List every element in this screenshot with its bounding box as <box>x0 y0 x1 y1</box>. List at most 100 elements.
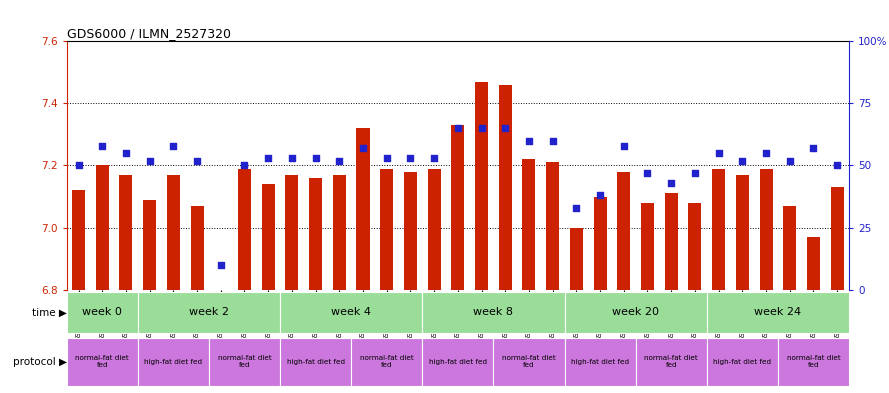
Point <box>664 180 678 186</box>
FancyBboxPatch shape <box>280 292 422 332</box>
Text: week 24: week 24 <box>754 307 802 317</box>
Point <box>119 150 133 156</box>
Bar <box>285 175 299 290</box>
Point <box>569 205 583 211</box>
FancyBboxPatch shape <box>565 292 707 332</box>
Text: high-fat diet fed: high-fat diet fed <box>286 359 345 365</box>
Bar <box>594 196 606 290</box>
Bar <box>688 203 701 290</box>
Point <box>190 157 204 163</box>
Text: week 0: week 0 <box>83 307 122 317</box>
Text: normal-fat diet
fed: normal-fat diet fed <box>502 355 556 369</box>
Point <box>427 155 441 161</box>
Bar <box>570 228 583 290</box>
Text: time ▶: time ▶ <box>32 307 67 317</box>
Text: normal-fat diet
fed: normal-fat diet fed <box>787 355 840 369</box>
Bar <box>167 175 180 290</box>
Text: normal-fat diet
fed: normal-fat diet fed <box>360 355 413 369</box>
Bar <box>96 165 108 290</box>
Text: week 4: week 4 <box>332 307 371 317</box>
Bar <box>356 128 370 290</box>
Text: GDS6000 / ILMN_2527320: GDS6000 / ILMN_2527320 <box>67 27 230 40</box>
Text: high-fat diet fed: high-fat diet fed <box>144 359 203 365</box>
Bar <box>332 175 346 290</box>
FancyBboxPatch shape <box>422 292 565 332</box>
Point <box>308 155 323 161</box>
Point <box>332 157 347 163</box>
Bar <box>712 169 725 290</box>
Point <box>782 157 797 163</box>
Point <box>640 170 654 176</box>
Point <box>735 157 749 163</box>
Point <box>261 155 276 161</box>
Text: normal-fat diet
fed: normal-fat diet fed <box>645 355 698 369</box>
Bar <box>452 125 464 290</box>
Bar <box>380 169 393 290</box>
Bar <box>641 203 654 290</box>
Point <box>546 138 560 144</box>
Text: protocol ▶: protocol ▶ <box>12 357 67 367</box>
Text: normal-fat diet
fed: normal-fat diet fed <box>76 355 129 369</box>
Point <box>404 155 418 161</box>
FancyBboxPatch shape <box>138 338 209 386</box>
Text: normal-fat diet
fed: normal-fat diet fed <box>218 355 271 369</box>
FancyBboxPatch shape <box>778 338 849 386</box>
Point <box>617 142 631 149</box>
Bar <box>72 190 85 290</box>
Text: high-fat diet fed: high-fat diet fed <box>713 359 772 365</box>
FancyBboxPatch shape <box>493 338 565 386</box>
Point <box>213 262 228 268</box>
Point <box>356 145 370 151</box>
Point <box>475 125 489 131</box>
Bar <box>783 206 797 290</box>
FancyBboxPatch shape <box>351 338 422 386</box>
Point <box>711 150 725 156</box>
Bar <box>523 159 535 290</box>
Point <box>166 142 180 149</box>
FancyBboxPatch shape <box>209 338 280 386</box>
Bar <box>617 172 630 290</box>
Point <box>522 138 536 144</box>
Point <box>95 142 109 149</box>
Text: high-fat diet fed: high-fat diet fed <box>428 359 487 365</box>
FancyBboxPatch shape <box>280 338 351 386</box>
FancyBboxPatch shape <box>422 338 493 386</box>
Text: week 2: week 2 <box>189 307 228 317</box>
FancyBboxPatch shape <box>138 292 280 332</box>
Bar <box>807 237 820 290</box>
Point <box>759 150 773 156</box>
Bar <box>404 172 417 290</box>
Point <box>593 192 607 198</box>
Point <box>237 162 252 169</box>
Point <box>688 170 702 176</box>
Text: week 8: week 8 <box>474 307 513 317</box>
FancyBboxPatch shape <box>707 292 849 332</box>
Bar <box>309 178 322 290</box>
FancyBboxPatch shape <box>565 338 636 386</box>
Bar <box>428 169 441 290</box>
Bar <box>190 206 204 290</box>
Point <box>498 125 512 131</box>
Bar <box>546 162 559 290</box>
Point <box>451 125 465 131</box>
FancyBboxPatch shape <box>67 292 138 332</box>
Bar <box>736 175 749 290</box>
Point <box>71 162 85 169</box>
Point <box>142 157 156 163</box>
Text: week 20: week 20 <box>613 307 659 317</box>
Point <box>284 155 299 161</box>
Point <box>380 155 394 161</box>
Bar <box>475 82 488 290</box>
Point <box>830 162 845 169</box>
Bar <box>665 193 677 290</box>
Bar <box>830 187 844 290</box>
FancyBboxPatch shape <box>636 338 707 386</box>
Bar <box>759 169 773 290</box>
Bar <box>238 169 251 290</box>
Point <box>806 145 821 151</box>
FancyBboxPatch shape <box>707 338 778 386</box>
Bar <box>499 85 512 290</box>
Bar <box>119 175 132 290</box>
Bar <box>143 200 156 290</box>
Text: high-fat diet fed: high-fat diet fed <box>571 359 629 365</box>
